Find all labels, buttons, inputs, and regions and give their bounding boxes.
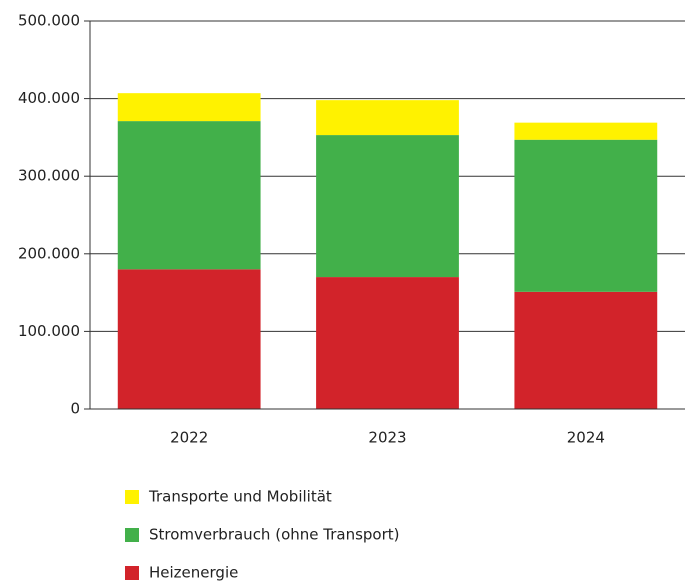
bar-segment — [117, 93, 261, 122]
x-tick-label: 2022 — [170, 429, 208, 447]
legend-swatch — [125, 566, 139, 580]
legend-label: Heizenergie — [149, 564, 238, 582]
legend-label: Transporte und Mobilität — [148, 488, 332, 506]
bar-segment — [316, 100, 459, 136]
bar-segment — [514, 122, 658, 140]
y-tick-label: 400.000 — [18, 89, 80, 107]
y-tick-label: 100.000 — [18, 322, 80, 340]
y-tick-label: 200.000 — [18, 244, 80, 262]
legend-swatch — [125, 528, 139, 542]
x-tick-label: 2023 — [368, 429, 406, 447]
bar-segment — [316, 277, 459, 409]
legend-swatch — [125, 490, 139, 504]
y-tick-label: 500.000 — [18, 12, 80, 30]
bar-segment — [514, 291, 658, 409]
bar-segment — [117, 269, 261, 409]
legend-label: Stromverbrauch (ohne Transport) — [149, 526, 400, 544]
y-tick-label: 300.000 — [18, 167, 80, 185]
bar-segment — [316, 135, 459, 278]
y-tick-label: 0 — [70, 400, 80, 418]
bar-segment — [514, 139, 658, 292]
x-tick-label: 2024 — [567, 429, 605, 447]
bar-segment — [117, 121, 261, 270]
